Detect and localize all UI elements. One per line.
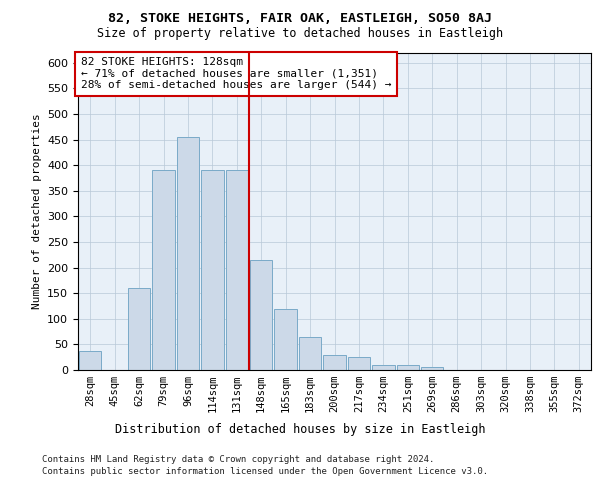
Bar	[347, 357, 370, 370]
Bar	[226, 170, 248, 370]
Text: Contains HM Land Registry data © Crown copyright and database right 2024.: Contains HM Land Registry data © Crown c…	[42, 456, 434, 464]
Text: Contains public sector information licensed under the Open Government Licence v3: Contains public sector information licen…	[42, 466, 488, 475]
Bar	[299, 336, 322, 370]
Bar	[176, 137, 199, 370]
Bar	[128, 288, 151, 370]
Bar	[250, 260, 272, 370]
Bar	[152, 170, 175, 370]
Text: Size of property relative to detached houses in Eastleigh: Size of property relative to detached ho…	[97, 28, 503, 40]
Text: Distribution of detached houses by size in Eastleigh: Distribution of detached houses by size …	[115, 422, 485, 436]
Bar	[397, 365, 419, 370]
Bar	[421, 368, 443, 370]
Text: 82, STOKE HEIGHTS, FAIR OAK, EASTLEIGH, SO50 8AJ: 82, STOKE HEIGHTS, FAIR OAK, EASTLEIGH, …	[108, 12, 492, 26]
Bar	[201, 170, 224, 370]
Bar	[79, 350, 101, 370]
Y-axis label: Number of detached properties: Number of detached properties	[32, 114, 41, 309]
Bar	[274, 308, 297, 370]
Bar	[372, 365, 395, 370]
Bar	[323, 354, 346, 370]
Text: 82 STOKE HEIGHTS: 128sqm
← 71% of detached houses are smaller (1,351)
28% of sem: 82 STOKE HEIGHTS: 128sqm ← 71% of detach…	[80, 58, 391, 90]
